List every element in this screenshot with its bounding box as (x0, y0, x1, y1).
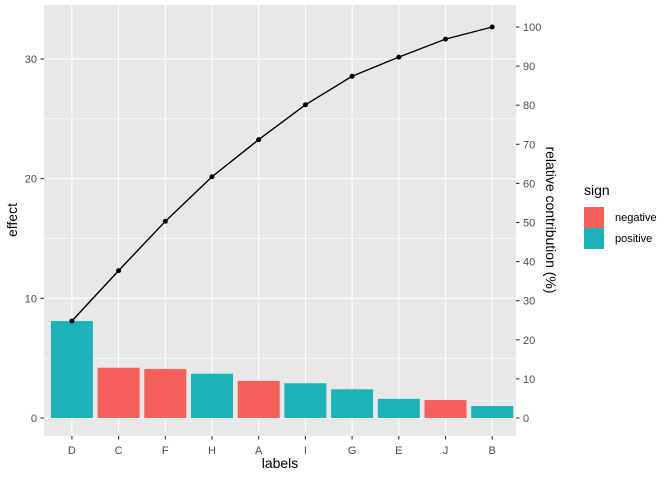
x-tick-label-J: J (443, 445, 449, 457)
left-axis-title: effect (4, 203, 20, 237)
right-tick-label-20: 20 (523, 335, 535, 347)
point-C (116, 268, 122, 274)
left-tick-label-30: 30 (25, 54, 37, 66)
point-H (209, 174, 215, 180)
left-tick-label-10: 10 (25, 293, 37, 305)
bar-H (191, 373, 233, 418)
left-tick-label-0: 0 (31, 413, 37, 425)
bar-J (424, 400, 467, 418)
legend-title: sign (584, 182, 610, 198)
x-tick-label-D: D (68, 445, 76, 457)
bar-D (50, 321, 93, 418)
point-E (396, 54, 402, 60)
x-axis-title: labels (261, 455, 299, 471)
x-tick-label-A: A (255, 445, 263, 457)
right-tick-label-0: 0 (523, 413, 529, 425)
legend-swatch-positive (584, 228, 604, 249)
point-J (443, 36, 448, 42)
legend-keys: negative positive (584, 207, 657, 249)
bar-A (237, 380, 280, 418)
right-tick-label-60: 60 (523, 178, 535, 190)
point-G (349, 73, 355, 79)
point-D (69, 318, 75, 324)
x-tick-label-F: F (162, 445, 169, 457)
right-tick-label-40: 40 (523, 257, 535, 269)
x-tick-label-I: I (304, 445, 307, 457)
right-tick-label-80: 80 (523, 100, 535, 112)
point-I (302, 102, 308, 108)
bar-C (97, 367, 140, 418)
legend-label: negative (615, 211, 657, 224)
bar-B (471, 406, 514, 418)
legend-key-positive: positive (584, 228, 657, 249)
right-tick-label-30: 30 (523, 296, 535, 308)
cumulative-line (71, 26, 493, 322)
legend-key-negative: negative (584, 207, 657, 228)
legend-swatch-negative (584, 207, 604, 228)
bar-G (331, 389, 374, 418)
legend: sign negative positive (584, 182, 657, 249)
x-tick-label-G: G (348, 445, 357, 457)
right-tick-label-90: 90 (523, 61, 535, 73)
right-axis-title: relative contribution (%) (543, 146, 559, 294)
point-A (256, 137, 262, 143)
right-tick-label-10: 10 (523, 374, 535, 386)
bar-F (144, 368, 187, 418)
plot-panel (44, 5, 516, 436)
left-tick-label-20: 20 (25, 174, 37, 186)
bar-E (377, 398, 420, 418)
x-tick-label-C: C (115, 445, 123, 457)
right-tick-label-100: 100 (523, 22, 541, 34)
bar-I (284, 383, 327, 418)
x-tick-label-E: E (395, 445, 402, 457)
right-tick-label-70: 70 (523, 139, 535, 151)
point-F (162, 218, 168, 224)
x-tick-label-H: H (208, 445, 216, 457)
x-tick-label-B: B (489, 445, 496, 457)
right-tick-label-50: 50 (523, 218, 535, 230)
point-B (489, 24, 495, 30)
legend-label: positive (615, 232, 653, 245)
